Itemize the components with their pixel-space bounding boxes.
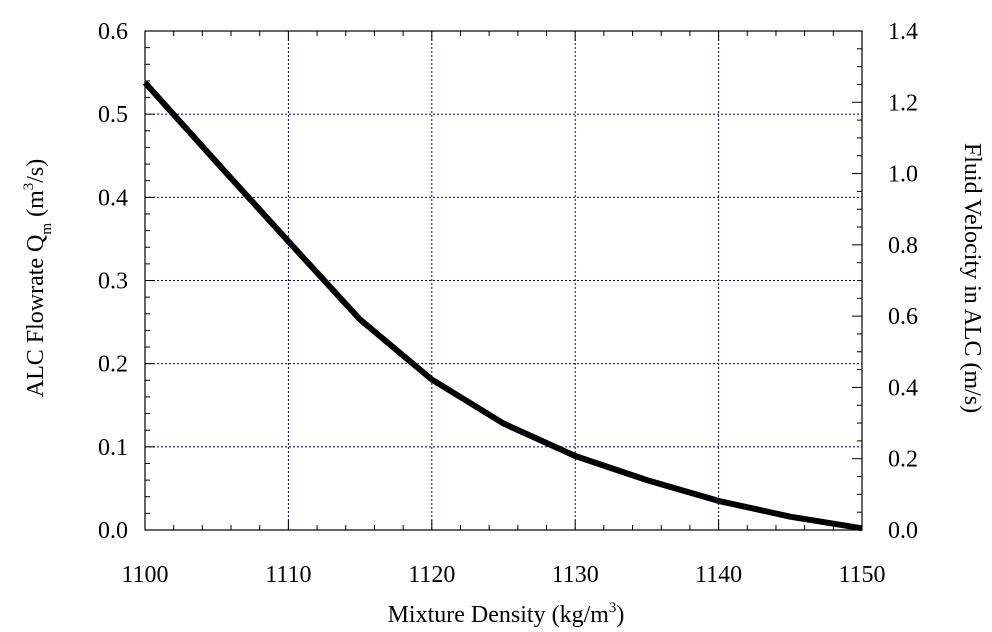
- y2-tick-label: 0.0: [888, 518, 918, 544]
- y2-tick-label: 0.6: [888, 304, 918, 330]
- y-tick-label: 0.6: [98, 19, 128, 45]
- y2-tick-label: 1.2: [888, 90, 918, 116]
- y-tick-label: 0.3: [98, 269, 128, 295]
- series-line: [145, 83, 862, 529]
- y-tick-label: 0.0: [98, 518, 128, 544]
- y-tick-label: 0.4: [98, 185, 128, 211]
- y-tick-labels: 0.0 0.1 0.2 0.3 0.4 0.5 0.6: [98, 19, 128, 544]
- y2-tick-label: 1.0: [888, 162, 918, 188]
- x-tick-labels: 1100 1110 1120 1130 1140 1150: [121, 562, 885, 588]
- y2-tick-label: 0.2: [888, 447, 918, 473]
- x-tick-label: 1150: [838, 562, 885, 588]
- y2-tick-label: 0.4: [888, 375, 918, 401]
- y2-axis-title: Fluid Velocity in ALC (m/s): [959, 143, 985, 413]
- x-tick-label: 1140: [695, 562, 742, 588]
- x-tick-label: 1110: [265, 562, 311, 588]
- y2-tick-label: 1.4: [888, 19, 918, 45]
- y-tick-label: 0.5: [98, 102, 128, 128]
- grid: [145, 31, 862, 530]
- y2-tick-labels: 0.0 0.2 0.4 0.6 0.8 1.0 1.2 1.4: [888, 19, 918, 544]
- y-axis-title: ALC Flowrate Qm (m3/s): [21, 159, 55, 398]
- y-tick-label: 0.2: [98, 352, 128, 378]
- y2-tick-label: 0.8: [888, 233, 918, 259]
- x-tick-label: 1130: [552, 562, 599, 588]
- y-tick-label: 0.1: [98, 435, 128, 461]
- x-axis-title: Mixture Density (kg/m3): [388, 600, 625, 628]
- x-tick-label: 1120: [408, 562, 455, 588]
- x-tick-label: 1100: [121, 562, 168, 588]
